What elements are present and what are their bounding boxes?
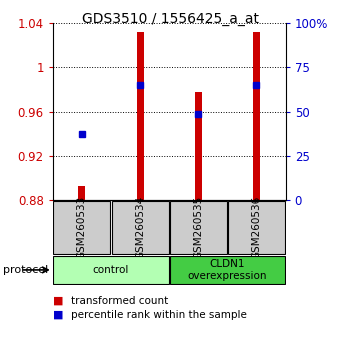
- Bar: [137, 32, 143, 200]
- Text: ■: ■: [53, 310, 63, 320]
- Bar: [53, 201, 110, 254]
- Text: protocol: protocol: [3, 265, 49, 275]
- Bar: [253, 32, 260, 200]
- Text: percentile rank within the sample: percentile rank within the sample: [71, 310, 247, 320]
- Text: GSM260534: GSM260534: [135, 196, 145, 259]
- Text: CLDN1
overexpression: CLDN1 overexpression: [188, 259, 267, 281]
- Bar: [170, 256, 285, 284]
- Text: GSM260535: GSM260535: [193, 196, 203, 259]
- Bar: [228, 201, 285, 254]
- Text: control: control: [93, 265, 129, 275]
- Text: ■: ■: [53, 296, 63, 306]
- Bar: [195, 92, 202, 200]
- Text: transformed count: transformed count: [71, 296, 169, 306]
- Text: GSM260536: GSM260536: [252, 196, 261, 259]
- Text: GDS3510 / 1556425_a_at: GDS3510 / 1556425_a_at: [82, 12, 258, 27]
- Bar: [112, 201, 169, 254]
- Text: GSM260533: GSM260533: [77, 196, 87, 259]
- Bar: [53, 256, 169, 284]
- Bar: [170, 201, 227, 254]
- Bar: [78, 185, 85, 200]
